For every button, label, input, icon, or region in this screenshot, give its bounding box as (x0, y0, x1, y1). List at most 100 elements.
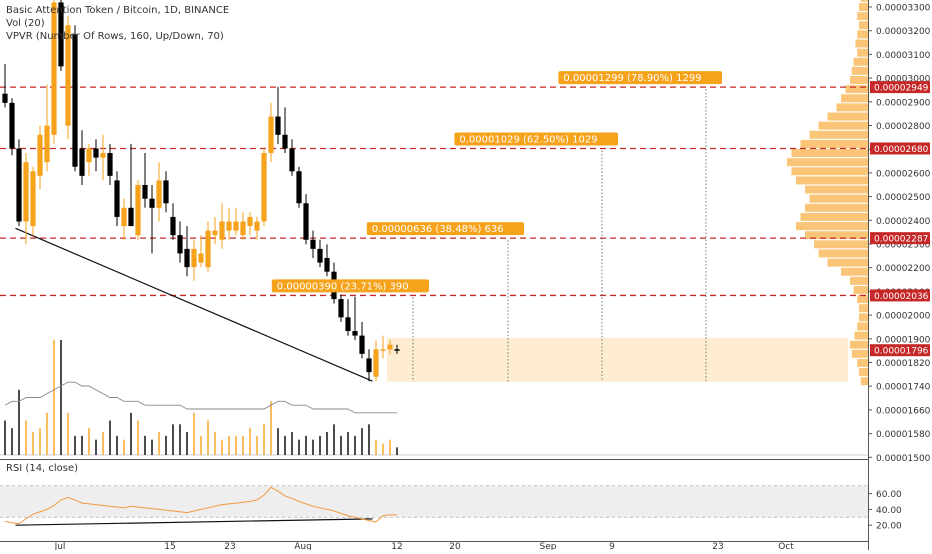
level-price-label: 0.00002287 (874, 235, 928, 245)
volume-bar (151, 439, 153, 455)
level-price-label: 0.00002949 (874, 84, 929, 94)
price-axis-label: 0.00002900 (876, 98, 931, 108)
rsi-axis-label: 40.00 (876, 506, 902, 516)
candle-body (163, 180, 169, 204)
candle-body (128, 207, 134, 227)
volume-bar (39, 428, 41, 455)
candle-body (65, 25, 71, 126)
candle-body (394, 349, 400, 351)
volume-bar (200, 435, 202, 455)
vpvr-row (809, 130, 868, 139)
candle-body (100, 153, 106, 158)
volume-bar (382, 443, 384, 455)
level-price-badge (870, 289, 930, 302)
time-axis-label: 9 (609, 542, 615, 550)
vpvr-row (854, 331, 868, 340)
vpvr-row (850, 340, 868, 349)
target-label: 0.00001299 (78.90%) 1299 (563, 73, 701, 84)
vpvr-row (857, 12, 868, 21)
candle-body (114, 180, 120, 217)
candle-body (142, 184, 148, 199)
level-price-badge (870, 142, 930, 155)
volume-bar (18, 389, 20, 455)
price-axis-label: 0.00002200 (876, 264, 931, 274)
volume-bar (333, 424, 335, 455)
candle-body (156, 180, 162, 208)
time-axis-label: 12 (391, 542, 402, 550)
vpvr-row (857, 322, 868, 331)
candle-body (72, 34, 78, 167)
volume-bar (270, 401, 272, 455)
price-axis-label: 0.00003200 (876, 27, 931, 37)
volume-bar (375, 439, 377, 455)
target-badge (366, 222, 524, 236)
price-axis-label: 0.00003100 (876, 51, 931, 61)
volume-bar (32, 432, 34, 455)
candle-body (359, 335, 365, 354)
volume-bar (305, 435, 307, 455)
last-price-label: 0.00001796 (874, 347, 929, 357)
vpvr-row (836, 103, 868, 112)
candle-body (23, 162, 29, 222)
time-axis-label: Aug (294, 542, 312, 550)
vpvr-row (857, 30, 868, 39)
candle-body (2, 93, 8, 103)
volume-bar (389, 439, 391, 455)
vpvr-row (800, 212, 868, 221)
target-label: 0.00001029 (62.50%) 1029 (459, 134, 597, 145)
vpvr-row (791, 149, 868, 158)
volume-bar (298, 439, 300, 455)
vpvr-row (851, 66, 868, 75)
candle-body (247, 216, 253, 227)
candle-body (240, 221, 246, 236)
candle-body (219, 221, 225, 240)
candle-body (16, 148, 22, 222)
vpvr-row (818, 249, 868, 258)
candle-body (149, 198, 155, 208)
candle-body (366, 358, 372, 373)
candle-body (345, 317, 351, 332)
level-price-label: 0.00002680 (874, 145, 929, 155)
volume-bar (172, 424, 174, 455)
candle-body (282, 134, 288, 149)
volume-bar (130, 412, 132, 455)
candle-body (387, 344, 393, 350)
volume-bar (95, 439, 97, 455)
volume-bar (354, 435, 356, 455)
volume-bar (340, 435, 342, 455)
price-axis-label: 0.00002300 (876, 241, 931, 251)
vpvr-row (857, 358, 868, 367)
candle-body (86, 148, 92, 163)
vpvr-row (857, 295, 868, 304)
volume-bar (291, 432, 293, 455)
candle-body (261, 153, 267, 222)
vpvr-row (805, 185, 868, 194)
vpvr-row (859, 304, 868, 313)
rsi-line (4, 486, 397, 525)
volume-bar (137, 420, 139, 455)
volume-bar (88, 428, 90, 455)
price-axis-label: 0.00001900 (876, 335, 931, 345)
volume-bar (228, 435, 230, 455)
volume-bar (361, 428, 363, 455)
volume-bar (249, 428, 251, 455)
candle-body (380, 349, 386, 351)
rsi-axis-label: 60.00 (876, 490, 902, 500)
vpvr-row (796, 176, 868, 185)
vpvr-row (791, 167, 868, 176)
volume-bar (123, 439, 125, 455)
candle-body (37, 134, 43, 176)
vpvr-row (853, 57, 868, 66)
price-axis-label: 0.00003300 (876, 4, 931, 14)
candle-body (30, 171, 36, 227)
vpvr-row (845, 85, 868, 94)
vpvr-row (827, 112, 868, 121)
candle-body (226, 221, 232, 231)
rsi-axis-label: 20.00 (876, 522, 902, 532)
volume-bar (109, 420, 111, 455)
volume-bar (144, 435, 146, 455)
volume-bar (165, 435, 167, 455)
volume-bar (284, 435, 286, 455)
candle-body (51, 2, 57, 135)
